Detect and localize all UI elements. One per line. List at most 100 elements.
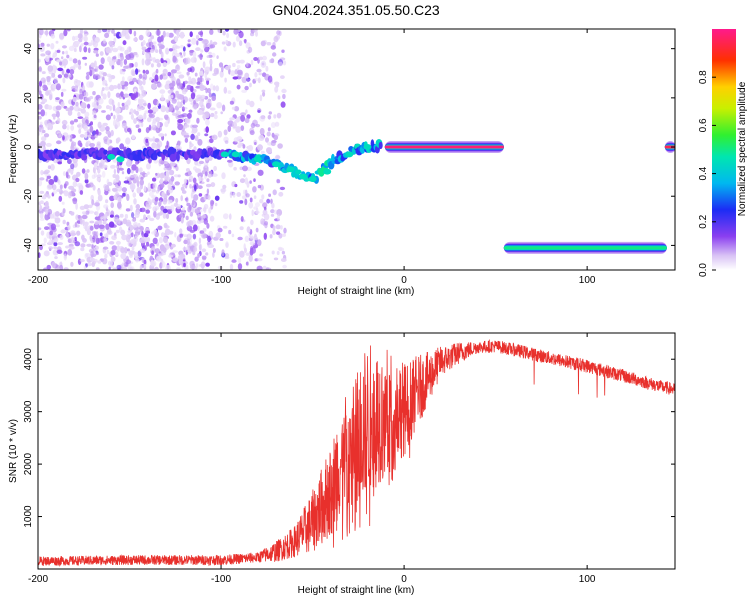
noise-dot (214, 111, 218, 115)
noise-dot (185, 215, 189, 221)
noise-dot (102, 29, 108, 33)
noise-dot (150, 49, 155, 53)
noise-dot (60, 101, 65, 108)
noise-dot (186, 202, 191, 207)
noise-dot (176, 78, 181, 86)
noise-dot (221, 172, 226, 180)
noise-dot (272, 52, 277, 57)
noise-dot (86, 243, 92, 247)
noise-dot (283, 227, 287, 234)
noise-dot (158, 133, 165, 137)
noise-dot (145, 230, 150, 234)
noise-dot (158, 173, 165, 179)
noise-dot (236, 65, 241, 69)
noise-dot (75, 101, 79, 107)
noise-dot (274, 121, 280, 127)
noise-dot (209, 29, 214, 35)
noise-dot (117, 196, 123, 203)
noise-dot (183, 262, 186, 268)
noise-dot (194, 184, 197, 192)
noise-dot (279, 186, 286, 191)
noise-dot (80, 247, 85, 252)
noise-dot (38, 111, 41, 115)
noise-dot (217, 130, 223, 138)
noise-dot (136, 209, 141, 213)
noise-dot (198, 237, 202, 245)
noise-dot (186, 117, 191, 124)
noise-dot (83, 41, 89, 46)
noise-dot (53, 175, 58, 183)
noise-dot (109, 195, 115, 202)
noise-dot (111, 245, 118, 251)
noise-dot (71, 141, 74, 149)
noise-dot (45, 178, 49, 182)
noise-dot (154, 248, 160, 254)
noise-dot (45, 142, 52, 147)
noise-dot (116, 264, 122, 270)
noise-dot (44, 213, 50, 221)
noise-dot (199, 110, 205, 114)
noise-dot (84, 131, 88, 139)
noise-dot (43, 133, 50, 138)
noise-dot (70, 230, 76, 237)
noise-dot (259, 94, 263, 102)
snr-panel: -200 -100 0 100 1000 2000 3000 4000 Height of … (8, 332, 676, 596)
noise-dot (189, 204, 192, 211)
noise-dot (180, 186, 185, 192)
noise-dot (237, 236, 243, 241)
noise-dot (75, 177, 80, 183)
noise-dot (117, 45, 123, 51)
noise-dot (143, 232, 149, 238)
noise-dot (239, 166, 243, 171)
noise-dot (109, 214, 114, 218)
noise-dot (234, 183, 238, 188)
noise-dot (262, 55, 267, 61)
noise-dot (102, 258, 108, 265)
noise-dot (213, 67, 219, 75)
noise-dot (139, 208, 143, 212)
noise-dot (128, 62, 133, 69)
noise-dot (79, 186, 83, 191)
noise-dot (129, 224, 134, 231)
noise-dot (72, 96, 77, 102)
noise-dot (98, 220, 102, 226)
noise-dot (52, 238, 59, 243)
noise-dot (129, 29, 132, 35)
noise-dot (165, 264, 171, 270)
snr-series-line (38, 338, 675, 567)
noise-dot (197, 138, 203, 146)
noise-dot (77, 111, 81, 117)
noise-dot (94, 73, 100, 80)
noise-dot (210, 83, 214, 91)
noise-dot (39, 218, 45, 221)
noise-dot (49, 94, 53, 101)
noise-dot (119, 68, 123, 75)
noise-dot (273, 36, 279, 43)
noise-dot (61, 51, 65, 55)
noise-dot (152, 237, 158, 244)
noise-dot (147, 109, 153, 114)
noise-dot (249, 197, 253, 203)
noise-dot (152, 182, 157, 189)
noise-dot (61, 201, 65, 205)
noise-dot (240, 112, 247, 116)
noise-dot (241, 195, 247, 200)
noise-dot (189, 66, 195, 73)
noise-dot (67, 158, 72, 165)
noise-dot (132, 192, 137, 198)
noise-dot (144, 110, 149, 114)
noise-dot (58, 132, 62, 138)
snr-x-tick-label: 0 (401, 574, 407, 585)
noise-dot (106, 209, 111, 217)
noise-dot (138, 100, 144, 107)
snr-x-label: Height of straight line (km) (298, 585, 415, 596)
noise-dot (140, 176, 144, 181)
noise-dot (210, 112, 215, 118)
noise-dot (197, 207, 202, 210)
noise-dot (266, 131, 271, 137)
noise-dot (205, 126, 209, 133)
noise-dot (217, 265, 223, 270)
noise-dot (91, 135, 96, 141)
noise-dot (108, 135, 112, 138)
